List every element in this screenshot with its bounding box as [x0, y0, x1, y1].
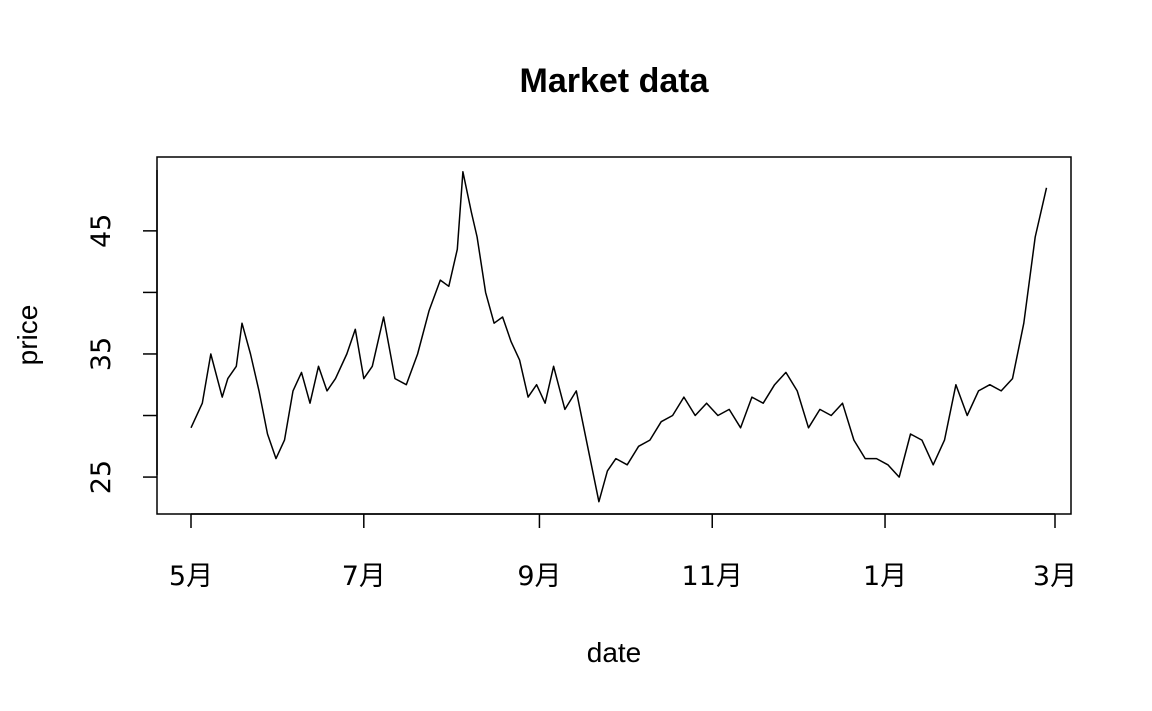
- chart-title: Market data: [520, 62, 710, 100]
- x-tick-label: 7月: [342, 561, 386, 592]
- y-axis: 25 35 45: [86, 170, 158, 494]
- y-tick-label: 45: [86, 214, 117, 248]
- y-tick-label: 35: [86, 337, 117, 371]
- x-tick-label: 5月: [169, 561, 213, 592]
- x-tick-label: 3月: [1033, 561, 1077, 592]
- price-series-line: [190, 171, 1048, 503]
- x-axis-label: date: [587, 637, 642, 668]
- x-tick-label: 1月: [863, 561, 907, 592]
- x-tick-label: 9月: [517, 561, 561, 592]
- x-tick-label: 11月: [682, 561, 743, 592]
- y-tick-label: 25: [86, 460, 117, 494]
- data-points: [191, 172, 1047, 502]
- x-axis: 5月 7月 9月 11月 1月 3月: [169, 513, 1077, 592]
- y-axis-label: price: [12, 305, 43, 366]
